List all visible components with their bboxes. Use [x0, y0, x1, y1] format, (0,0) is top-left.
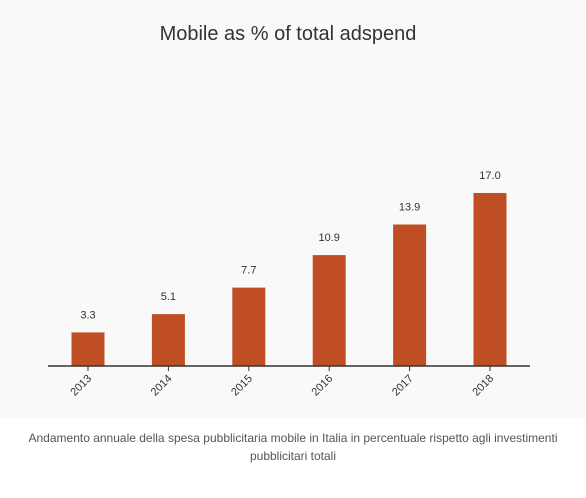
value-labels-layer: 3.3 5.1 7.7 10.9 13.9 17.0: [80, 170, 500, 321]
x-tick-label-2015: 2015: [229, 373, 255, 399]
bars-layer: [71, 193, 507, 366]
value-label-2014: 5.1: [161, 291, 176, 303]
x-tick-labels-layer: 2013 2014 2015 2016 2017 2018: [68, 373, 496, 399]
x-tick-label-2013: 2013: [68, 373, 94, 399]
value-label-2013: 3.3: [80, 309, 95, 321]
value-label-2017: 13.9: [399, 202, 420, 214]
x-tick-label-2014: 2014: [149, 373, 175, 399]
bar-2015: [232, 287, 266, 366]
bar-2016: [312, 255, 346, 366]
x-ticks-layer: [87, 366, 491, 371]
chart-caption: Andamento annuale della spesa pubblicita…: [28, 431, 558, 463]
bar-2014: [151, 314, 185, 366]
bar-chart: Mobile as % of total adspend 3.3 5.1 7.7 10…: [48, 23, 530, 399]
x-tick-label-2017: 2017: [390, 373, 416, 399]
value-label-2018: 17.0: [479, 170, 500, 182]
bar-2018: [473, 193, 507, 366]
bar-2017: [393, 224, 427, 366]
value-label-2016: 10.9: [318, 232, 339, 244]
chart-title: Mobile as % of total adspend: [160, 23, 417, 45]
chart-figure: Mobile as % of total adspend 3.3 5.1 7.7 10…: [48, 23, 530, 399]
bar-2013: [71, 332, 105, 366]
value-label-2015: 7.7: [241, 265, 256, 277]
x-tick-label-2016: 2016: [310, 373, 336, 399]
x-tick-label-2018: 2018: [470, 373, 496, 399]
